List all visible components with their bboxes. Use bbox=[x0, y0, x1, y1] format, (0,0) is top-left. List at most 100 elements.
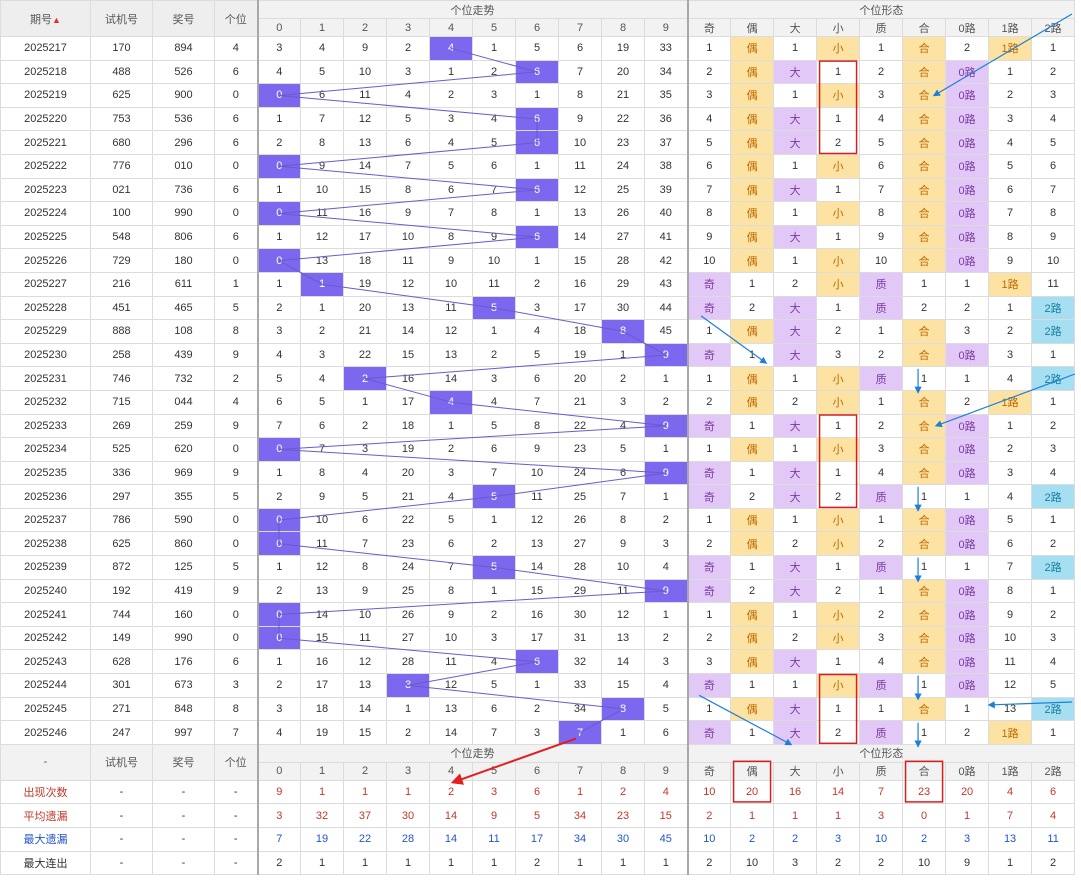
trend-cell: 2 bbox=[256, 673, 301, 698]
winning-ball: 5 bbox=[472, 295, 516, 321]
trend-cell: 14 bbox=[429, 720, 473, 745]
trend-cell: 12 bbox=[343, 106, 387, 132]
big-cell: 大 bbox=[773, 578, 818, 604]
even-cell: 偶 bbox=[730, 649, 775, 675]
big-cell: 1 bbox=[773, 248, 818, 273]
stat-dash: - bbox=[90, 779, 153, 805]
footer-digit-header: 6 bbox=[515, 761, 559, 781]
route0-cell: 0路 bbox=[945, 673, 990, 698]
trend-cell: 4 bbox=[256, 59, 301, 85]
stat-dash: - bbox=[90, 827, 153, 852]
trend-cell: 9 bbox=[601, 531, 645, 557]
even-cell: 1 bbox=[730, 271, 775, 297]
trend-cell: 10 bbox=[343, 602, 387, 627]
small-cell: 小 bbox=[816, 153, 861, 179]
trend-cell: 31 bbox=[558, 625, 602, 651]
route0-cell: 2 bbox=[945, 389, 990, 415]
trend-cell: 25 bbox=[386, 578, 430, 604]
odd-cell: 1 bbox=[686, 366, 732, 391]
route1-cell: 2 bbox=[988, 319, 1033, 344]
prize-cell: 848 bbox=[152, 696, 215, 722]
digit-header-5: 5 bbox=[472, 18, 516, 37]
trend-cell: 8 bbox=[300, 460, 344, 486]
prize-cell: 465 bbox=[152, 295, 215, 321]
trend-cell: 7 bbox=[601, 484, 645, 509]
trend-cell: 6 bbox=[643, 720, 689, 745]
trend-cell: 1 bbox=[643, 602, 689, 627]
form-header-7: 1路 bbox=[988, 18, 1033, 37]
big-cell: 大 bbox=[773, 59, 818, 85]
footer-form-header: 小 bbox=[816, 761, 861, 781]
stat-form-value: 6 bbox=[1031, 779, 1076, 805]
trend-cell: 7 bbox=[386, 153, 430, 179]
trend-cell: 28 bbox=[601, 248, 645, 273]
trend-cell: 17 bbox=[386, 389, 430, 415]
trend-cell: 1 bbox=[601, 720, 645, 745]
trend-cell: 4 bbox=[472, 649, 516, 675]
trend-cell: 1 bbox=[515, 153, 559, 179]
trend-cell: 40 bbox=[643, 201, 689, 226]
trend-cell: 3 bbox=[429, 106, 473, 132]
trend-cell: 29 bbox=[601, 271, 645, 297]
big-cell: 大 bbox=[773, 460, 818, 486]
prize-cell: 590 bbox=[152, 507, 215, 533]
route2-cell: 2路 bbox=[1031, 484, 1076, 509]
prime-cell: 质 bbox=[859, 484, 904, 509]
stat-trend-value: 45 bbox=[643, 827, 689, 852]
form-header-1: 偶 bbox=[730, 18, 775, 37]
winning-ball: 3 bbox=[386, 673, 430, 698]
sort-up-icon[interactable]: ▲ bbox=[52, 14, 61, 25]
stat-trend-value: 3 bbox=[472, 779, 516, 805]
prize-cell: 620 bbox=[152, 437, 215, 462]
route0-cell: 0路 bbox=[945, 106, 990, 132]
trend-cell: 18 bbox=[300, 696, 344, 722]
trend-cell: 11 bbox=[300, 531, 344, 557]
unit-cell: 9 bbox=[214, 460, 258, 486]
trend-cell: 10 bbox=[300, 177, 344, 203]
stat-trend-value: 2 bbox=[256, 850, 301, 876]
stat-trend-value: 5 bbox=[515, 803, 559, 828]
odd-cell: 奇 bbox=[686, 271, 732, 297]
trend-cell: 1 bbox=[343, 389, 387, 415]
trend-cell: 11 bbox=[343, 625, 387, 651]
digit-header-6: 6 bbox=[515, 18, 559, 37]
issue-cell: 2025234 bbox=[0, 437, 91, 462]
composite-cell: 合 bbox=[902, 83, 947, 108]
trend-cell: 1 bbox=[256, 106, 301, 132]
trial-cell: 269 bbox=[90, 413, 153, 439]
issue-column-header[interactable]: 期号▲ bbox=[0, 0, 91, 37]
odd-cell: 4 bbox=[686, 106, 732, 132]
winning-ball: 0 bbox=[256, 602, 301, 627]
prime-cell: 4 bbox=[859, 649, 904, 675]
trend-cell: 6 bbox=[429, 177, 473, 203]
trend-cell: 2 bbox=[643, 507, 689, 533]
table-row: 2025235 336 969 9 1 8 4 20 3 7 10 24 6 9 奇 1 大 1 4 合 0路 3 4 bbox=[0, 460, 1076, 486]
unit-cell: 7 bbox=[214, 720, 258, 745]
table-row: 2025233 269 259 9 7 6 2 18 1 5 8 22 4 9 奇 1 大 1 2 合 0路 1 2 bbox=[0, 413, 1076, 439]
table-row: 2025229 888 108 8 3 2 21 14 12 1 4 18 8 45 1 偶大 2 1 合 3 2 2路 bbox=[0, 319, 1076, 344]
trend-group-header: 个位走势 bbox=[256, 0, 689, 19]
issue-header-label: 期号 bbox=[30, 13, 53, 26]
footer-dash: - bbox=[0, 743, 91, 781]
composite-cell: 合 bbox=[902, 201, 947, 226]
table-row: 2025224 100 990 0 0 11 16 9 7 8 1 13 26 40 8 偶 1 小 8 合 0路 7 8 bbox=[0, 201, 1076, 226]
prime-cell: 2 bbox=[859, 531, 904, 557]
footer-form-group-header: 个位形态 bbox=[686, 743, 1076, 763]
trial-cell: 625 bbox=[90, 531, 153, 557]
stat-trend-value: 9 bbox=[256, 779, 301, 805]
prime-cell: 2 bbox=[859, 602, 904, 627]
trend-cell: 11 bbox=[472, 271, 516, 297]
unit-cell: 8 bbox=[214, 319, 258, 344]
footer-digit-header: 8 bbox=[601, 761, 645, 781]
trend-cell: 20 bbox=[386, 460, 430, 486]
winning-ball: 9 bbox=[643, 413, 689, 439]
form-header-0: 奇 bbox=[686, 18, 732, 37]
trend-cell: 6 bbox=[429, 531, 473, 557]
trend-cell: 3 bbox=[643, 531, 689, 557]
trend-cell: 4 bbox=[300, 366, 344, 391]
small-cell: 小 bbox=[816, 625, 861, 651]
stat-form-value: 20 bbox=[730, 779, 775, 805]
footer-digit-header: 0 bbox=[256, 761, 301, 781]
even-cell: 1 bbox=[730, 673, 775, 698]
trend-cell: 43 bbox=[643, 271, 689, 297]
